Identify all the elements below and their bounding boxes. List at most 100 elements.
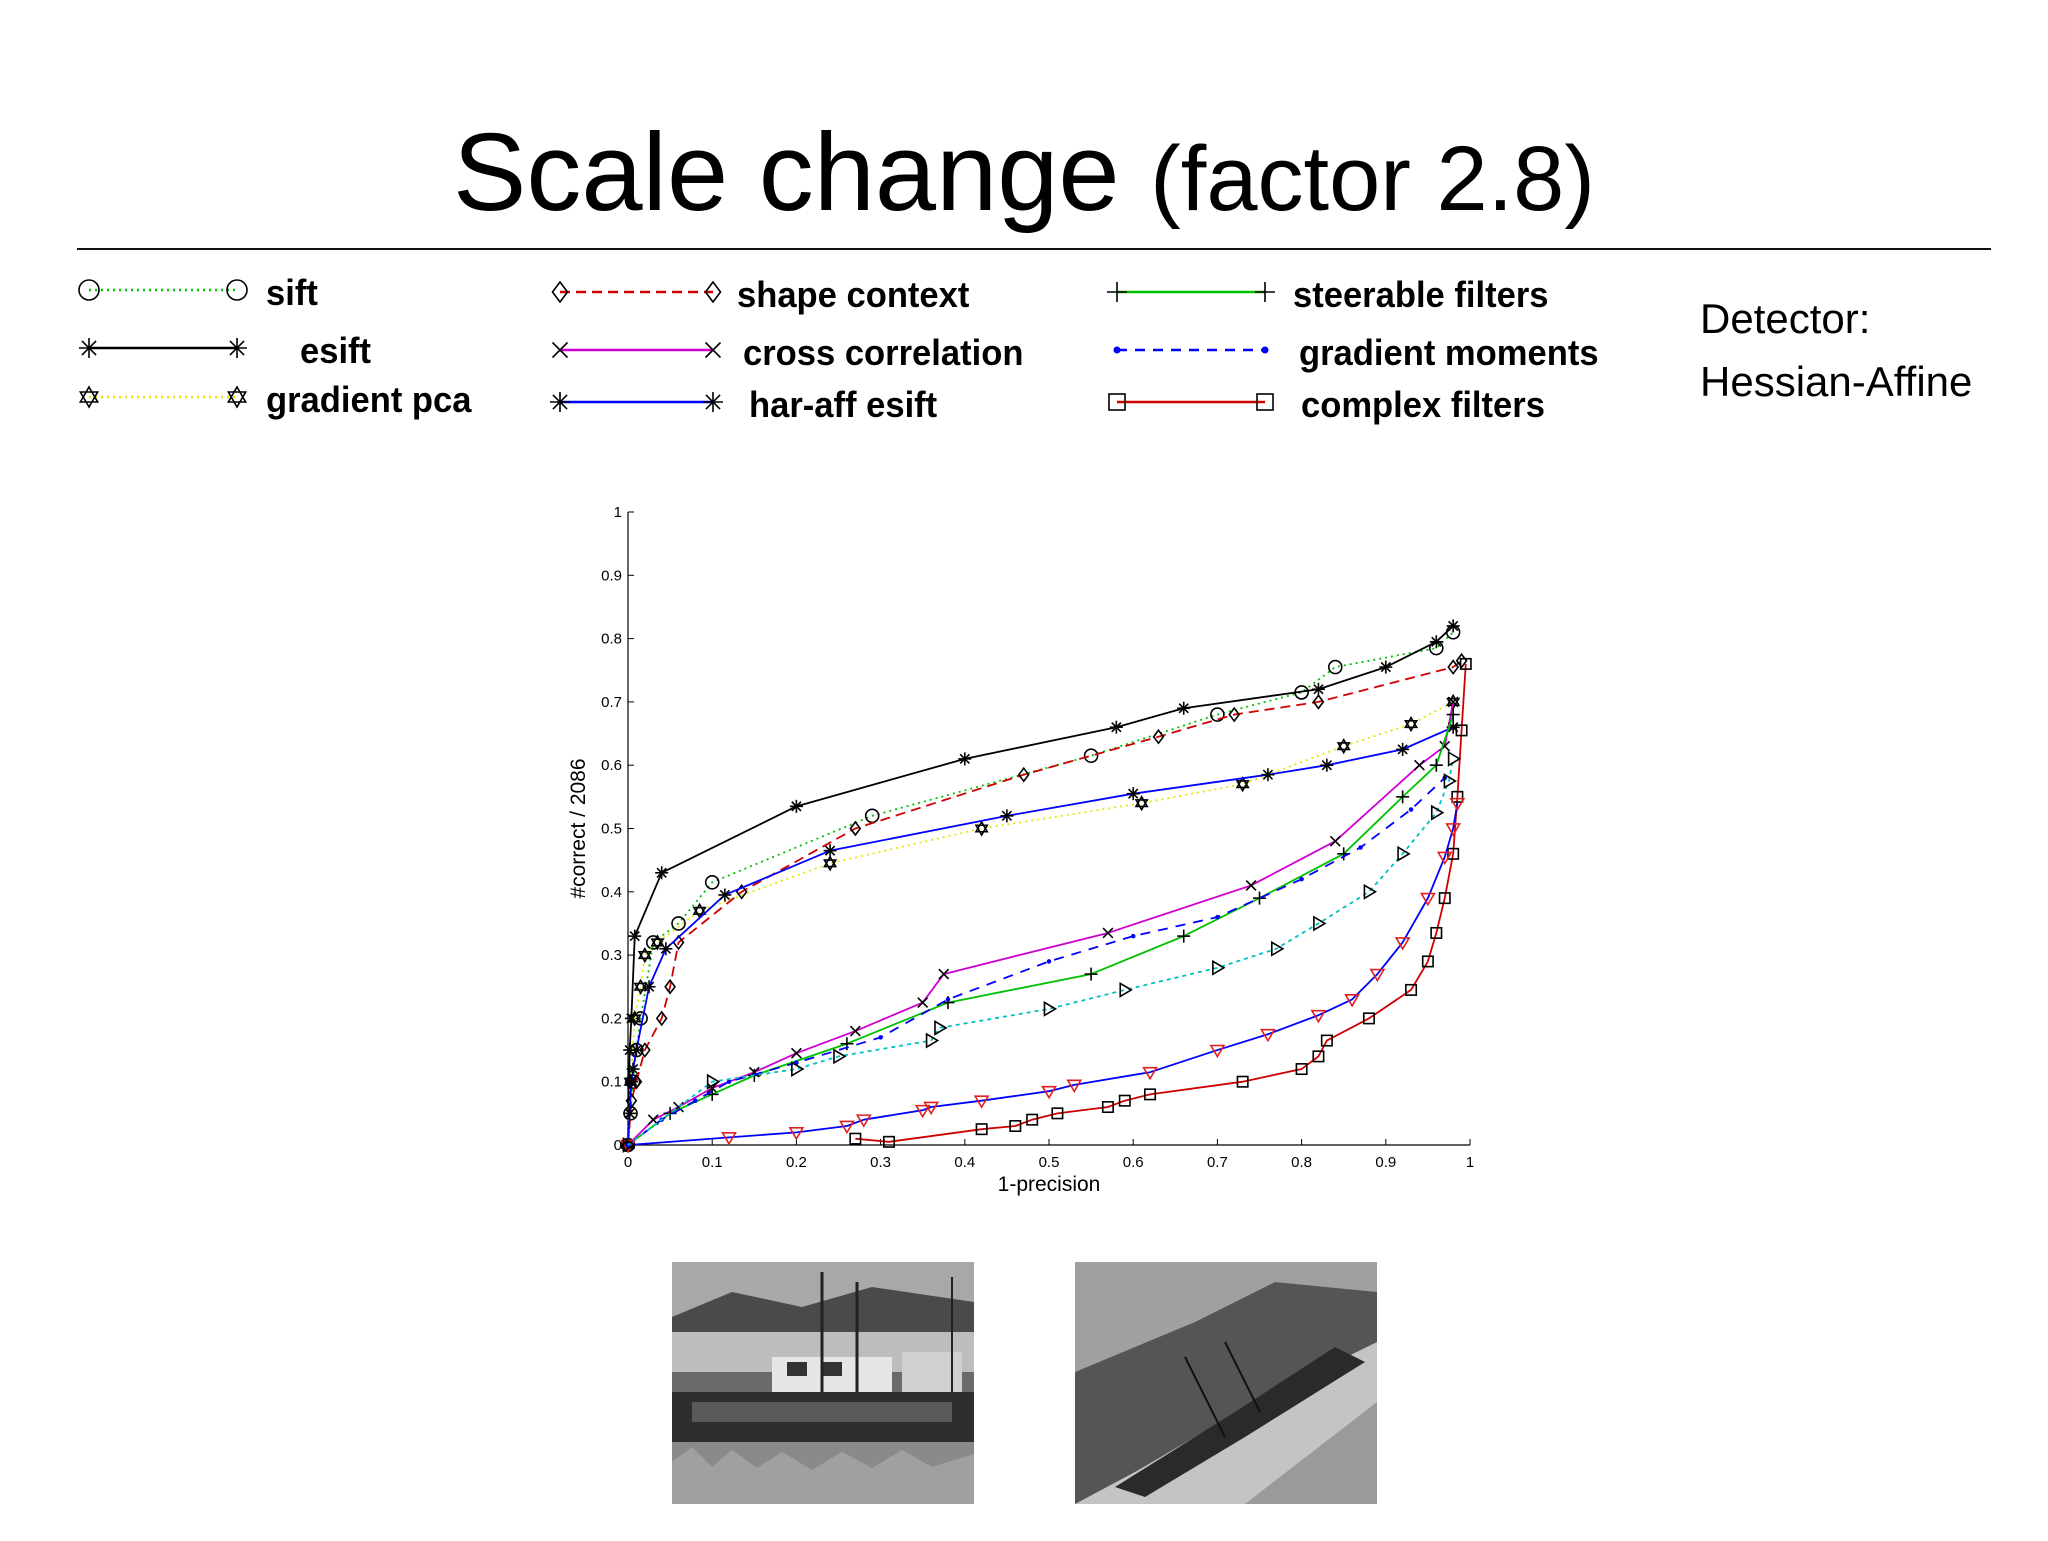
data-point bbox=[1438, 892, 1451, 905]
data-point bbox=[650, 934, 665, 951]
data-point bbox=[788, 1126, 805, 1141]
data-point bbox=[923, 1101, 940, 1116]
data-point bbox=[1320, 758, 1334, 772]
data-point bbox=[883, 1135, 896, 1148]
legend-item-6: steerable filters bbox=[1105, 270, 1593, 320]
x-tick-label: 1 bbox=[1466, 1154, 1474, 1171]
y-tick-label: 0.7 bbox=[601, 694, 622, 711]
legend-marker-right bbox=[1261, 346, 1269, 354]
data-point bbox=[1311, 682, 1325, 696]
data-point bbox=[849, 1132, 862, 1145]
data-point bbox=[833, 1048, 847, 1065]
legend-marker-right bbox=[704, 280, 722, 304]
data-point bbox=[1404, 715, 1419, 733]
legend-marker-left bbox=[78, 279, 100, 301]
data-point bbox=[718, 888, 732, 902]
data-point bbox=[624, 1075, 638, 1089]
y-tick-label: 0.2 bbox=[601, 1010, 622, 1027]
legend-swatch bbox=[78, 385, 248, 409]
x-tick-label: 0.3 bbox=[870, 1154, 891, 1171]
data-point bbox=[958, 752, 972, 766]
legend-swatch bbox=[1107, 282, 1275, 302]
legend-item-5: har-aff esift bbox=[548, 380, 1049, 430]
data-point bbox=[1083, 748, 1099, 764]
data-point bbox=[721, 1132, 737, 1146]
data-point bbox=[1329, 835, 1341, 847]
reference-image bbox=[672, 1262, 974, 1504]
legend-marker-left bbox=[551, 341, 569, 359]
data-point bbox=[1310, 1009, 1327, 1024]
data-point bbox=[1118, 1094, 1131, 1107]
legend-item-8: complex filters bbox=[1105, 380, 1601, 430]
x-tick-label: 0.2 bbox=[786, 1154, 807, 1171]
data-point bbox=[1447, 847, 1460, 860]
data-point bbox=[633, 978, 648, 995]
data-point bbox=[1447, 696, 1459, 708]
data-point bbox=[1051, 1107, 1064, 1120]
data-point bbox=[791, 1061, 805, 1077]
data-point bbox=[1430, 926, 1443, 939]
data-point bbox=[878, 1035, 883, 1040]
legend-marker-right bbox=[1256, 393, 1274, 411]
data-point bbox=[1421, 955, 1434, 968]
data-point bbox=[1130, 933, 1136, 939]
data-point bbox=[934, 1019, 948, 1036]
data-point bbox=[1449, 797, 1466, 812]
y-tick-label: 0.3 bbox=[601, 947, 622, 964]
data-point bbox=[1009, 1120, 1022, 1133]
legend-label: shape context bbox=[737, 274, 970, 315]
data-point bbox=[638, 1042, 651, 1058]
data-point bbox=[917, 997, 929, 1009]
data-point bbox=[1336, 738, 1351, 755]
data-point bbox=[1429, 758, 1443, 772]
series-unlabeled-10 bbox=[622, 750, 1462, 1153]
data-point bbox=[823, 844, 837, 858]
data-point bbox=[1043, 1001, 1058, 1017]
data-point bbox=[726, 1079, 732, 1084]
data-point bbox=[625, 1092, 638, 1109]
series-unlabeled-9 bbox=[620, 797, 1466, 1154]
data-point bbox=[1446, 708, 1460, 722]
legend-marker-left bbox=[78, 385, 100, 409]
data-point bbox=[1046, 959, 1052, 964]
data-point bbox=[1312, 1050, 1325, 1063]
legend-label: gradient moments bbox=[1299, 332, 1599, 373]
data-point bbox=[1408, 807, 1414, 812]
data-point bbox=[1379, 660, 1393, 674]
data-point bbox=[1445, 823, 1462, 837]
data-point bbox=[1101, 1101, 1114, 1114]
data-point bbox=[1245, 880, 1257, 891]
data-point bbox=[1270, 940, 1285, 957]
data-point bbox=[1369, 968, 1386, 983]
slide-title: Scale change (factor 2.8) bbox=[0, 118, 2048, 228]
series-line bbox=[855, 663, 1467, 1143]
title-main: Scale change bbox=[453, 111, 1120, 234]
data-point bbox=[914, 1104, 931, 1119]
data-point bbox=[1414, 759, 1425, 771]
data-point bbox=[693, 1098, 698, 1103]
data-point bbox=[1447, 750, 1462, 767]
legend-label: esift bbox=[300, 330, 372, 371]
data-point bbox=[1443, 773, 1458, 789]
data-point bbox=[855, 1114, 872, 1128]
data-point bbox=[1327, 659, 1343, 675]
y-tick-label: 0.5 bbox=[601, 821, 622, 838]
data-point bbox=[1260, 1028, 1276, 1043]
y-tick-label: 0.9 bbox=[601, 567, 622, 584]
x-axis-label: 1-precision bbox=[998, 1173, 1101, 1196]
data-point bbox=[622, 1137, 637, 1153]
legend-item-3: shape context bbox=[548, 270, 1037, 320]
data-point bbox=[623, 1106, 637, 1120]
data-point bbox=[627, 1010, 642, 1027]
x-tick-label: 0.4 bbox=[954, 1154, 975, 1171]
legend-marker-left bbox=[79, 338, 99, 358]
data-point bbox=[1405, 983, 1418, 996]
scaled-image bbox=[1075, 1262, 1377, 1504]
legend-label: gradient pca bbox=[266, 379, 472, 420]
data-point bbox=[1084, 967, 1098, 981]
legend-swatch bbox=[1108, 393, 1274, 411]
data-point bbox=[704, 875, 720, 890]
x-tick-label: 0.1 bbox=[702, 1154, 723, 1171]
data-point bbox=[1312, 694, 1325, 710]
